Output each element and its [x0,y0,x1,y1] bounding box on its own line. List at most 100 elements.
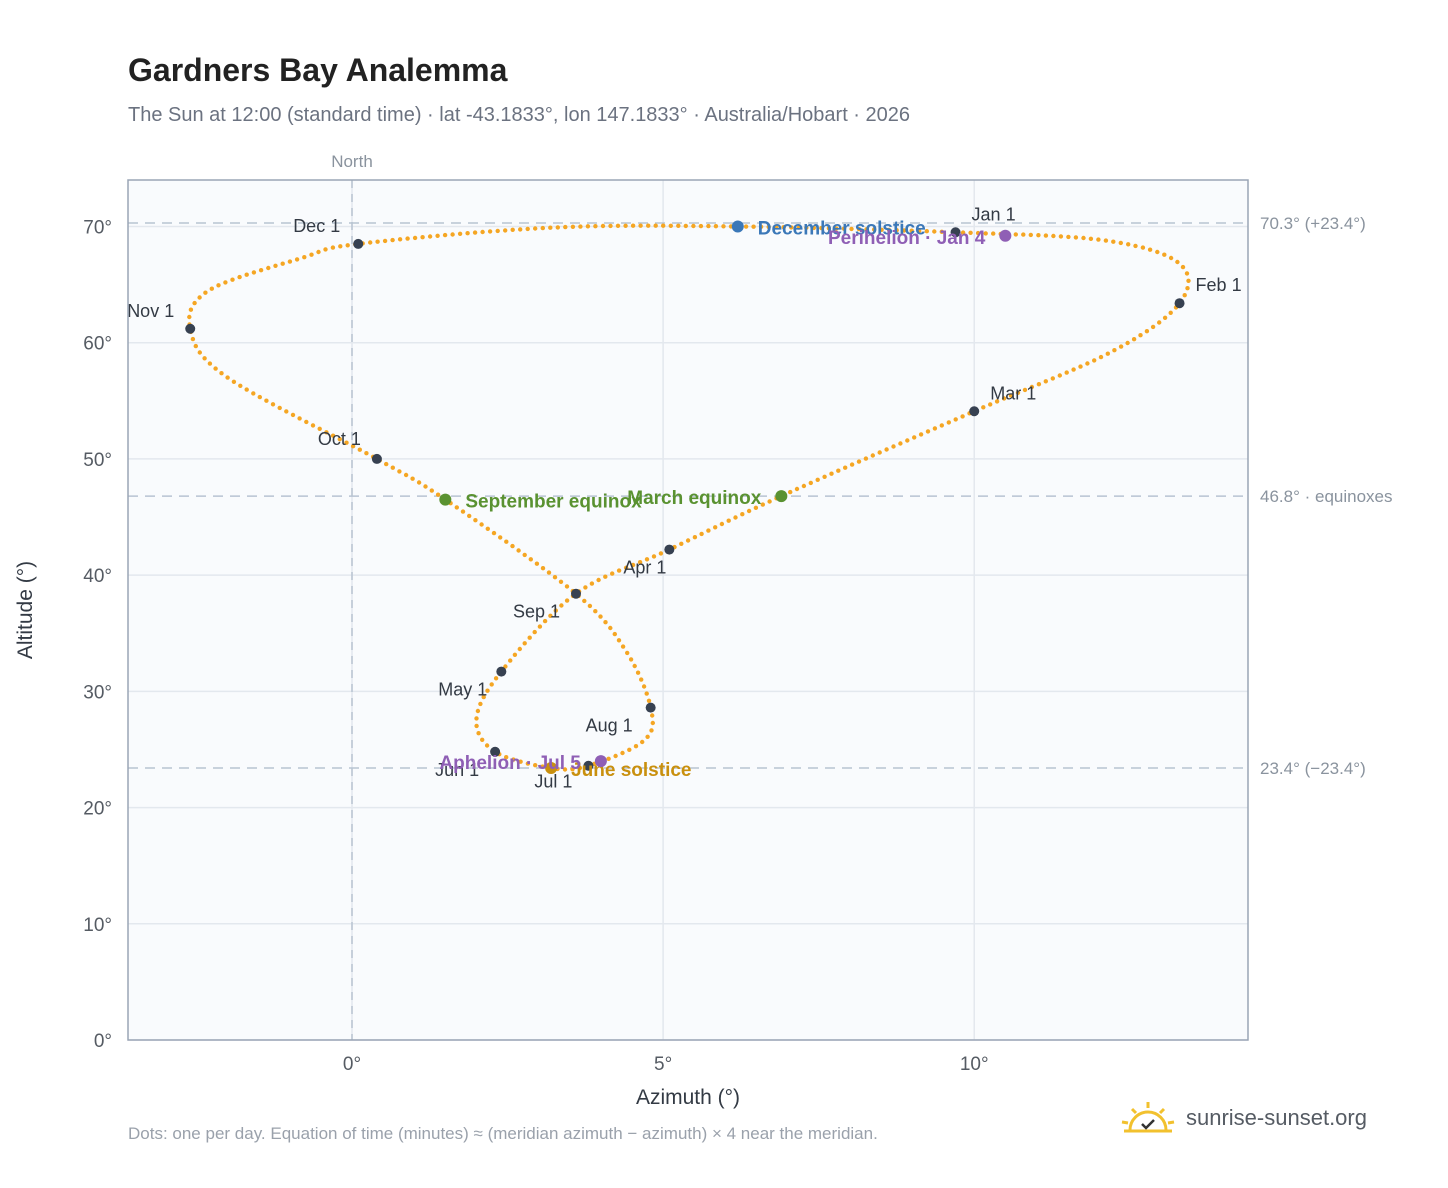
daily-sun-dot [849,226,854,232]
daily-sun-dot [939,229,944,234]
daily-sun-dot [616,638,622,643]
daily-sun-dot [856,226,862,232]
month-label: Sep 1 [513,602,560,622]
daily-sun-dot [811,225,816,231]
daily-sun-dot [699,531,704,537]
daily-sun-dot [1022,387,1028,393]
reference-label: 70.3° (+23.4°) [1260,214,1366,233]
daily-sun-dot [375,239,380,244]
daily-sun-dot [405,236,410,241]
daily-sun-dot [912,435,917,440]
daily-sun-dot [257,394,262,400]
daily-sun-dot [302,255,307,260]
daily-sun-dot [706,223,711,229]
daily-sun-dot [713,224,719,229]
daily-sun-dot [489,682,494,687]
daily-sun-dot [633,744,639,749]
month-marker [490,746,501,757]
daily-sun-dot [640,739,645,745]
month-label: Aug 1 [586,716,633,736]
month-marker [371,453,382,464]
daily-sun-dot [474,723,479,729]
daily-sun-dot [532,629,537,635]
daily-sun-dot [870,453,875,458]
daily-sun-dot [1021,232,1026,237]
x-tick-label: 5° [654,1054,672,1075]
month-label: Nov 1 [127,301,174,321]
month-label: Jan 1 [972,204,1016,224]
daily-sun-dot [589,581,595,586]
daily-sun-dot [390,237,395,243]
daily-sun-dot [891,444,896,449]
daily-sun-dot [553,608,558,613]
event-marker [594,755,607,768]
daily-sun-dot [676,223,681,228]
daily-sun-dot [528,557,533,562]
daily-sun-dot [863,456,869,461]
daily-sun-dot [225,375,230,380]
daily-sun-dot [766,224,771,230]
daily-sun-dot [304,419,309,425]
daily-sun-dot [628,657,634,662]
daily-sun-dot [465,231,470,236]
daily-sun-dot [368,240,373,245]
y-axis-label: Altitude (°) [14,561,37,659]
month-marker [664,544,675,555]
daily-sun-dot [646,698,652,703]
daily-sun-dot [788,489,793,495]
daily-sun-dot [1015,390,1021,395]
daily-sun-dot [886,227,892,233]
daily-sun-dot [1175,259,1180,265]
daily-sun-dot [960,230,966,235]
daily-sun-dot [691,223,696,229]
daily-sun-dot [841,226,847,231]
daily-sun-dot [630,223,636,228]
daily-sun-dot [423,484,428,489]
y-tick-label: 0° [94,1031,112,1052]
daily-sun-dot [767,499,772,504]
reference-label: 46.8° · equinoxes [1260,487,1393,506]
daily-sun-dot [525,761,531,766]
daily-sun-dot [960,414,965,419]
daily-sun-dot [493,676,499,681]
daily-sun-dot [485,526,490,531]
daily-sun-dot [909,228,914,233]
daily-sun-dot [540,764,545,769]
daily-sun-dot [364,451,369,456]
daily-sun-dot [403,472,409,478]
daily-sun-dot [1008,393,1014,398]
daily-sun-dot [558,579,564,584]
daily-sun-dot [237,274,242,280]
daily-sun-dot [264,398,269,403]
month-marker [969,406,980,417]
daily-sun-dot [564,584,570,589]
month-marker [185,323,196,334]
daily-sun-dot [905,438,910,443]
daily-sun-dot [287,259,293,264]
daily-sun-dot [266,265,271,271]
brand[interactable]: sunrise-sunset.org [1120,1100,1367,1136]
daily-sun-dot [726,518,731,523]
daily-sun-dot [646,223,651,228]
daily-sun-dot [1036,233,1041,238]
month-marker [950,227,961,238]
daily-sun-dot [562,767,568,772]
daily-sun-dot [685,538,691,543]
daily-sun-dot [503,228,508,233]
daily-sun-dot [1182,293,1187,298]
daily-sun-dot [582,598,587,604]
daily-sun-dot [450,232,455,237]
month-label: Apr 1 [623,558,666,578]
daily-sun-dot [822,474,827,479]
daily-sun-dot [548,613,553,618]
daily-sun-dot [397,237,403,242]
daily-sun-dot [623,223,628,228]
daily-sun-dot [330,245,336,250]
daily-sun-dot [864,227,869,232]
daily-sun-dot [1043,233,1049,238]
daily-sun-dot [635,670,641,675]
sun-logo-icon [1121,1102,1175,1133]
daily-sun-dot [721,224,726,229]
daily-sun-dot [644,557,650,562]
